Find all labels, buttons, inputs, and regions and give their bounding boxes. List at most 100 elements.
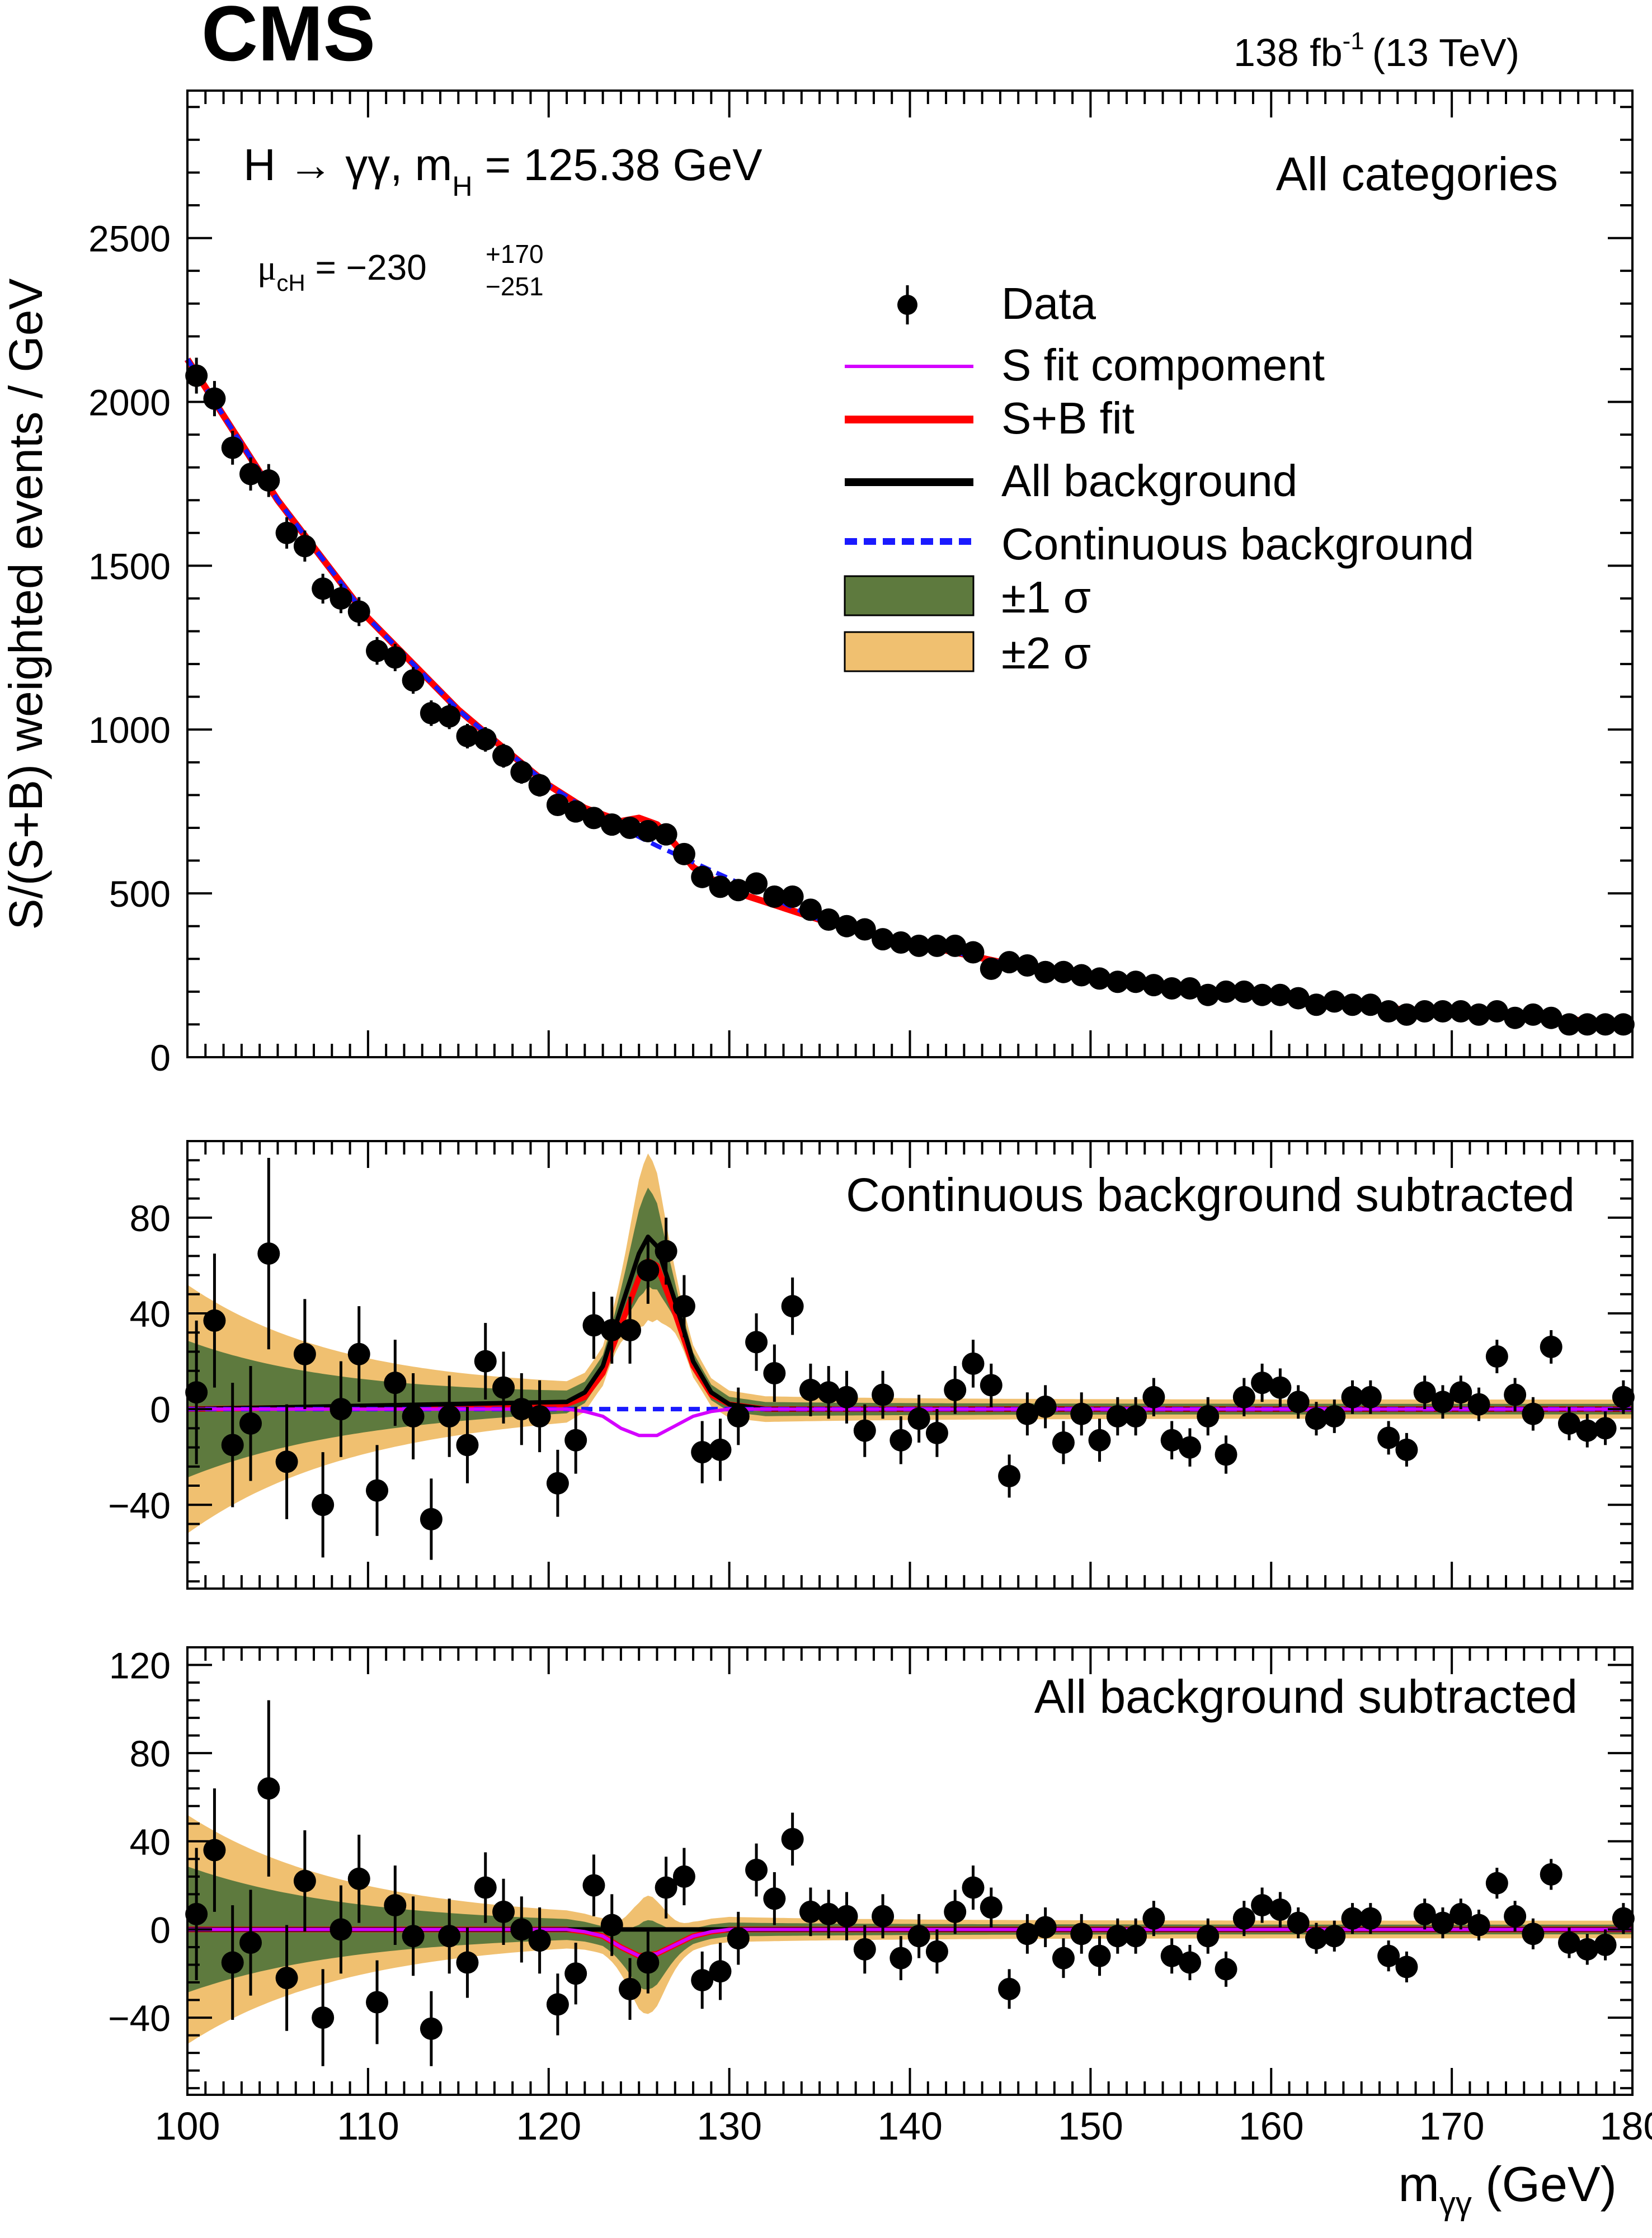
process-label: H → γγ, mH = 125.38 GeV — [243, 140, 763, 202]
x-tick-label: 100 — [155, 2104, 220, 2148]
data-point — [600, 1914, 623, 1937]
data-point — [203, 1309, 226, 1332]
x-tick-label: 110 — [337, 2104, 399, 2148]
y-tick-label: 80 — [130, 1198, 171, 1239]
data-point — [438, 1405, 461, 1427]
data-point — [1431, 1391, 1454, 1414]
data-point — [1504, 1006, 1527, 1029]
data-point — [510, 1398, 533, 1421]
data-point — [691, 1969, 714, 1992]
category-label: All categories — [1276, 148, 1558, 200]
panel-title-all: All background subtracted — [1034, 1670, 1578, 1723]
data-point — [1413, 1000, 1436, 1023]
data-point — [817, 1902, 840, 1925]
data-point — [745, 872, 768, 895]
data-point — [1269, 983, 1292, 1006]
data-point — [1070, 1402, 1093, 1425]
data-point — [474, 1350, 497, 1373]
data-point — [925, 1421, 948, 1444]
data-point — [1522, 1923, 1545, 1945]
data-point — [672, 842, 695, 865]
data-point — [980, 957, 1003, 980]
process-subscript: H — [452, 171, 472, 202]
x-tick-label: 160 — [1239, 2104, 1304, 2148]
data-point — [907, 1407, 930, 1430]
data-point — [1305, 1407, 1328, 1430]
data-point — [835, 1386, 858, 1408]
data-point — [781, 1295, 804, 1318]
data-point — [1522, 1402, 1545, 1425]
data-point — [456, 724, 479, 747]
y-tick-label: 120 — [109, 1645, 171, 1686]
data-point — [853, 1419, 876, 1442]
data-point — [889, 1429, 912, 1452]
data-point — [1594, 1013, 1617, 1036]
data-point — [1142, 1386, 1165, 1408]
data-point — [1504, 1905, 1527, 1928]
data-point — [1323, 990, 1346, 1013]
data-point — [1540, 1863, 1562, 1886]
mu-value: = −230 — [305, 247, 427, 288]
data-point — [1377, 1426, 1400, 1449]
all-bkg-subtracted-panel: 100 110 120 130 140 150 160 170 180 −40 0 40 80 120 — [108, 1645, 1652, 2148]
legend: Data S fit compoment S+B fit All backgro… — [844, 279, 1474, 678]
data-point — [944, 1378, 967, 1401]
mu-label: μcH = −230 — [257, 247, 427, 296]
data-point — [1377, 1000, 1400, 1023]
data-point — [1070, 1923, 1093, 1945]
data-point — [1612, 1907, 1635, 1930]
x-axis-symbol: m — [1399, 2156, 1439, 2212]
data-point — [257, 1777, 280, 1800]
data-point — [1540, 1006, 1562, 1029]
data-point — [835, 915, 858, 937]
data-point — [384, 1894, 407, 1917]
data-point — [347, 1867, 370, 1890]
energy-value: (13 TeV) — [1372, 31, 1519, 74]
data-point — [853, 918, 876, 941]
data-point — [257, 1242, 280, 1265]
data-point — [925, 1940, 948, 1963]
data-point — [456, 1434, 479, 1457]
data-point — [600, 1318, 623, 1341]
data-point — [1034, 960, 1057, 983]
data-point — [655, 823, 677, 846]
data-point — [637, 1951, 660, 1974]
data-point — [402, 1405, 425, 1427]
data-point — [1142, 1907, 1165, 1930]
data-point — [239, 1412, 262, 1435]
luminosity-label: 138 fb-1 (13 TeV) — [1234, 27, 1519, 74]
data-point — [1269, 1898, 1292, 1921]
data-point — [1052, 1431, 1075, 1454]
data-point — [582, 807, 605, 830]
data-point — [1449, 1902, 1472, 1925]
legend-all-bkg-label: All background — [1001, 456, 1297, 506]
data-point — [239, 463, 262, 486]
data-point — [1232, 1907, 1255, 1930]
mu-symbol: μ — [257, 248, 276, 288]
data-point — [221, 1434, 244, 1457]
legend-one-sigma-swatch — [844, 575, 975, 616]
x-tick-label: 130 — [696, 2104, 762, 2148]
data-point — [420, 1507, 443, 1530]
data-point — [1341, 1386, 1364, 1408]
data-point — [1088, 967, 1111, 990]
data-point — [312, 2006, 335, 2029]
data-point — [1070, 964, 1093, 987]
y-tick-label: 0 — [150, 1389, 171, 1430]
data-point — [763, 885, 786, 908]
data-point — [582, 1314, 605, 1337]
data-point — [1052, 960, 1075, 983]
data-point — [1232, 980, 1255, 1003]
main-panel: 0 500 1000 1500 2000 2500 — [88, 89, 1635, 1078]
data-point — [872, 1905, 895, 1928]
data-point — [637, 819, 660, 842]
data-point — [1088, 1429, 1111, 1452]
data-point — [1197, 1405, 1220, 1427]
data-point — [347, 600, 370, 623]
legend-item-s-fit: S fit compoment — [845, 340, 1325, 390]
data-point — [1395, 1438, 1418, 1461]
x-axis-label: mγγ (GeV) — [1399, 2156, 1617, 2222]
data-point — [402, 669, 425, 692]
data-point — [420, 2017, 443, 2040]
